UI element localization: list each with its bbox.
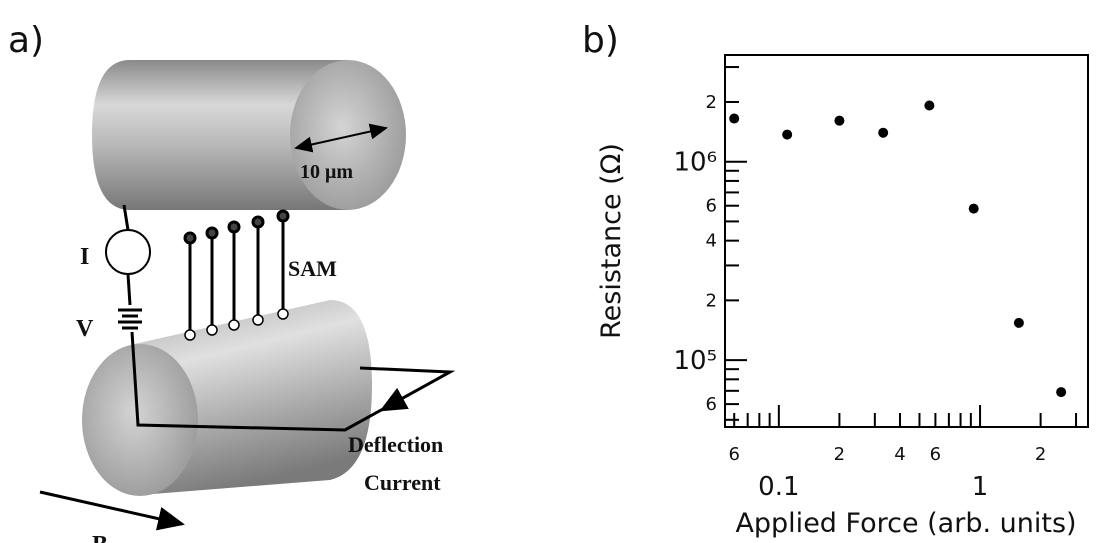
circuit — [105, 204, 456, 432]
data-point — [729, 113, 740, 124]
panel-a: a) 10 μm I V SAM Deflection Curr — [8, 20, 456, 543]
panel-label: b) — [582, 20, 619, 61]
y-tick-label: 2 — [706, 290, 717, 311]
plot-frame — [724, 54, 1089, 428]
y-tick-label: 10⁶ — [673, 148, 717, 178]
data-point — [782, 129, 793, 140]
x-tick-label: 4 — [894, 444, 905, 465]
x-tick-label: 2 — [1035, 444, 1046, 465]
data-point — [1056, 387, 1067, 398]
data-point — [924, 100, 935, 111]
panel-b: b) Applied Force (arb. units) Resistance… — [582, 20, 1089, 539]
x-tick-label: 2 — [834, 444, 845, 465]
y-tick-label: 6 — [706, 196, 717, 217]
x-tick-label: 1 — [972, 472, 989, 502]
deflection-label: Current — [364, 470, 441, 495]
fiber-end — [82, 344, 198, 496]
x-tick-label: 6 — [930, 444, 941, 465]
current-label: I — [80, 244, 89, 270]
field-label: B — [92, 532, 108, 543]
y-tick-label: 2 — [706, 92, 717, 113]
panel-label: a) — [8, 20, 44, 61]
sam-label: SAM — [288, 256, 337, 281]
y-tick-label: 6 — [706, 394, 717, 415]
x-tick-label: 6 — [728, 444, 739, 465]
dimension-label: 10 μm — [300, 161, 353, 183]
data-point — [878, 127, 889, 138]
voltage-label: V — [76, 316, 94, 342]
dimension-arrow — [294, 123, 388, 153]
field-arrow — [39, 490, 185, 531]
y-axis-label: Resistance (Ω) — [596, 143, 627, 339]
data-point — [968, 203, 979, 214]
fiber-end — [290, 60, 406, 210]
x-tick-label: 0.1 — [758, 472, 799, 502]
data-point — [834, 115, 845, 126]
deflection-label: Deflection — [348, 432, 443, 457]
sam-molecules — [183, 209, 290, 341]
y-tick-label: 10⁵ — [673, 346, 717, 376]
x-axis-label: Applied Force (arb. units) — [735, 508, 1076, 539]
data-point — [1013, 317, 1024, 328]
top-fiber — [92, 60, 348, 210]
y-tick-label: 4 — [706, 231, 717, 252]
